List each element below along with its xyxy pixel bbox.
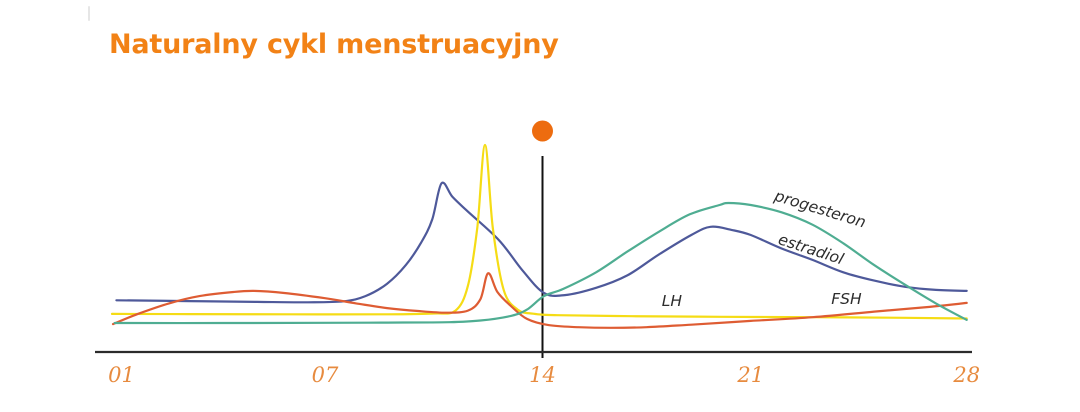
x-tick-01: 01: [108, 363, 135, 387]
x-tick-07: 07: [312, 363, 339, 387]
series-label-progesteron: progesteron: [771, 186, 868, 231]
x-tick-21: 21: [736, 363, 764, 387]
page-title: Naturalny cykl menstruacyjny: [109, 29, 559, 60]
ovulation-dot-icon: [532, 120, 553, 142]
curve-labels: estradiol LH FSH progesteron: [662, 186, 868, 310]
hormone-curves: [110, 143, 968, 329]
x-tick-28: 28: [952, 363, 980, 387]
curve-LH: [110, 143, 968, 320]
curve-progesteron: [113, 201, 968, 325]
series-label-LH: LH: [662, 292, 683, 310]
series-label-FSH: FSH: [831, 290, 862, 308]
x-tick-14: 14: [529, 363, 556, 387]
x-axis-tick-labels: 01 07 14 21 28: [108, 363, 980, 387]
stray-mark: [88, 6, 90, 21]
curve-FSH: [111, 272, 968, 329]
series-label-estradiol: estradiol: [776, 230, 846, 268]
curve-estradiol: [115, 181, 968, 304]
